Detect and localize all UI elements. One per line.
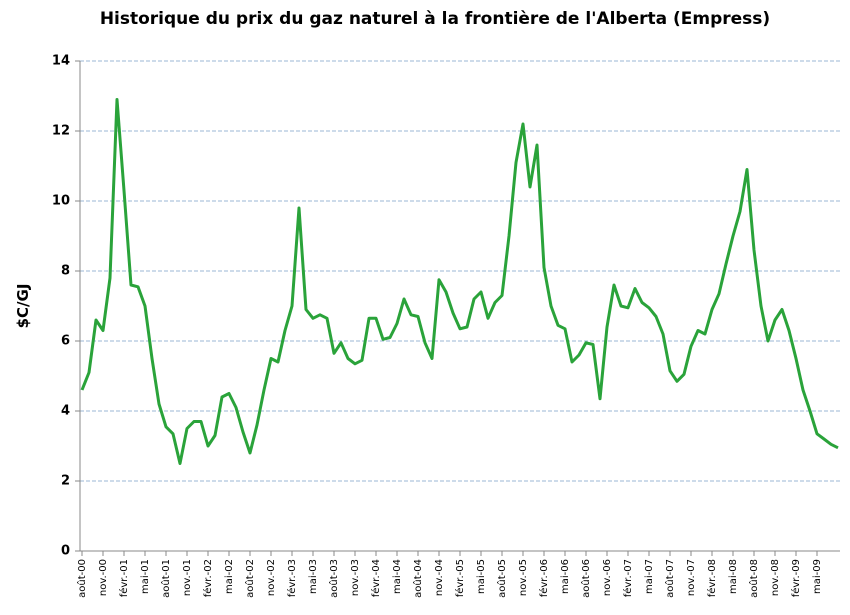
x-tick-label: août-07 — [664, 559, 676, 598]
x-tick-label: août-01 — [160, 559, 172, 598]
x-tick-label: mai-03 — [308, 559, 319, 594]
y-tick-label: 4 — [61, 404, 70, 419]
y-tick-label: 8 — [61, 264, 70, 279]
x-tick-label: nov.-04 — [434, 559, 445, 596]
x-tick-label: nov.-06 — [602, 559, 613, 596]
x-tick-label: mai-01 — [140, 559, 151, 594]
x-tick-label: août-05 — [496, 559, 508, 598]
x-tick-label: nov.-07 — [686, 559, 697, 596]
x-tick-label: nov.-00 — [98, 559, 109, 596]
y-tick-label: 12 — [52, 124, 70, 139]
x-tick-label: mai-04 — [392, 559, 403, 594]
x-tick-label: mai-09 — [812, 559, 823, 594]
x-tick-label: févr.-03 — [286, 559, 298, 597]
x-tick-label: août-04 — [412, 559, 424, 598]
x-tick-label: août-00 — [76, 559, 88, 598]
y-tick-label: 14 — [52, 54, 70, 69]
x-tick-label: févr.-06 — [538, 559, 550, 597]
x-tick-label: nov.-02 — [266, 559, 277, 596]
x-tick-label: nov.-08 — [770, 559, 781, 596]
y-tick-label: 0 — [61, 544, 70, 559]
x-tick-label: févr.-05 — [454, 559, 466, 597]
x-tick-label: févr.-01 — [118, 559, 130, 597]
x-tick-label: mai-06 — [560, 559, 571, 594]
y-tick-label: 6 — [61, 334, 70, 349]
x-tick-label: nov.-05 — [518, 559, 529, 596]
x-tick-label: mai-05 — [476, 559, 487, 594]
y-tick-label: 2 — [61, 474, 70, 489]
chart-title: Historique du prix du gaz naturel à la f… — [100, 9, 770, 29]
x-tick-label: févr.-02 — [202, 559, 214, 597]
x-tick-label: mai-07 — [644, 559, 655, 594]
y-tick-label: 10 — [52, 194, 70, 209]
x-tick-label: févr.-08 — [706, 559, 718, 597]
x-tick-label: août-06 — [580, 559, 592, 598]
x-tick-label: févr.-09 — [790, 559, 802, 597]
x-tick-label: mai-02 — [224, 559, 235, 594]
x-tick-label: févr.-04 — [370, 559, 382, 597]
x-tick-label: mai-08 — [728, 559, 739, 594]
x-tick-label: août-02 — [244, 559, 256, 598]
x-tick-label: nov.-03 — [350, 559, 361, 596]
data-line — [80, 98, 839, 465]
y-axis-label: $C/GJ — [14, 284, 32, 329]
x-tick-label: nov.-01 — [182, 559, 193, 596]
x-tick-label: août-03 — [328, 559, 340, 598]
x-tick-label: août-08 — [748, 559, 760, 598]
x-tick-label: févr.-07 — [622, 559, 634, 597]
